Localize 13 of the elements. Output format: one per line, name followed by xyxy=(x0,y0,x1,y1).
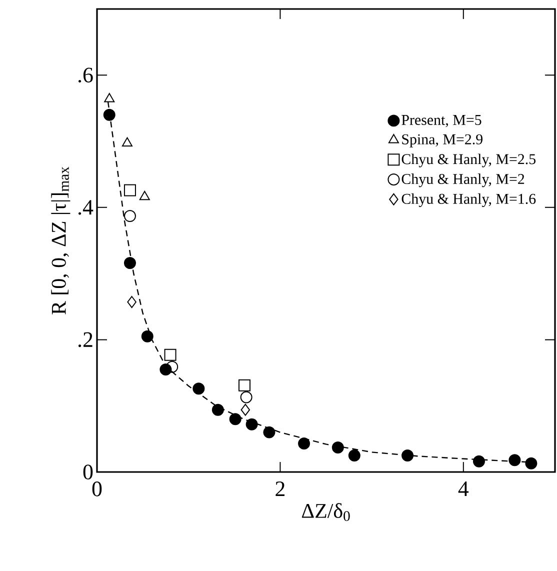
y-axis-title: R [0, 0, ΔZ |τ|]$_{max}$ xyxy=(51,166,70,314)
y-tick-label: 0 xyxy=(83,464,93,480)
x-axis-title: ΔZ/δ$_{0}$ xyxy=(302,503,350,522)
x-tick-label: 2 xyxy=(276,482,284,496)
legend-label: Present, M=5 xyxy=(402,115,482,128)
x-tick-label: 4 xyxy=(458,482,469,496)
legend-label: Spina, M=2.9 xyxy=(402,134,482,148)
legend-label: Chyu & Hanly, M=2.5 xyxy=(402,154,536,168)
y-tick-label: .6 xyxy=(78,68,93,83)
y-tick-label: .4 xyxy=(78,200,94,215)
legend-label: Chyu & Hanly, M=1.6 xyxy=(402,193,536,207)
y-tick-label: .2 xyxy=(78,332,92,348)
legend-label: Chyu & Hanly, M=2 xyxy=(402,174,524,188)
